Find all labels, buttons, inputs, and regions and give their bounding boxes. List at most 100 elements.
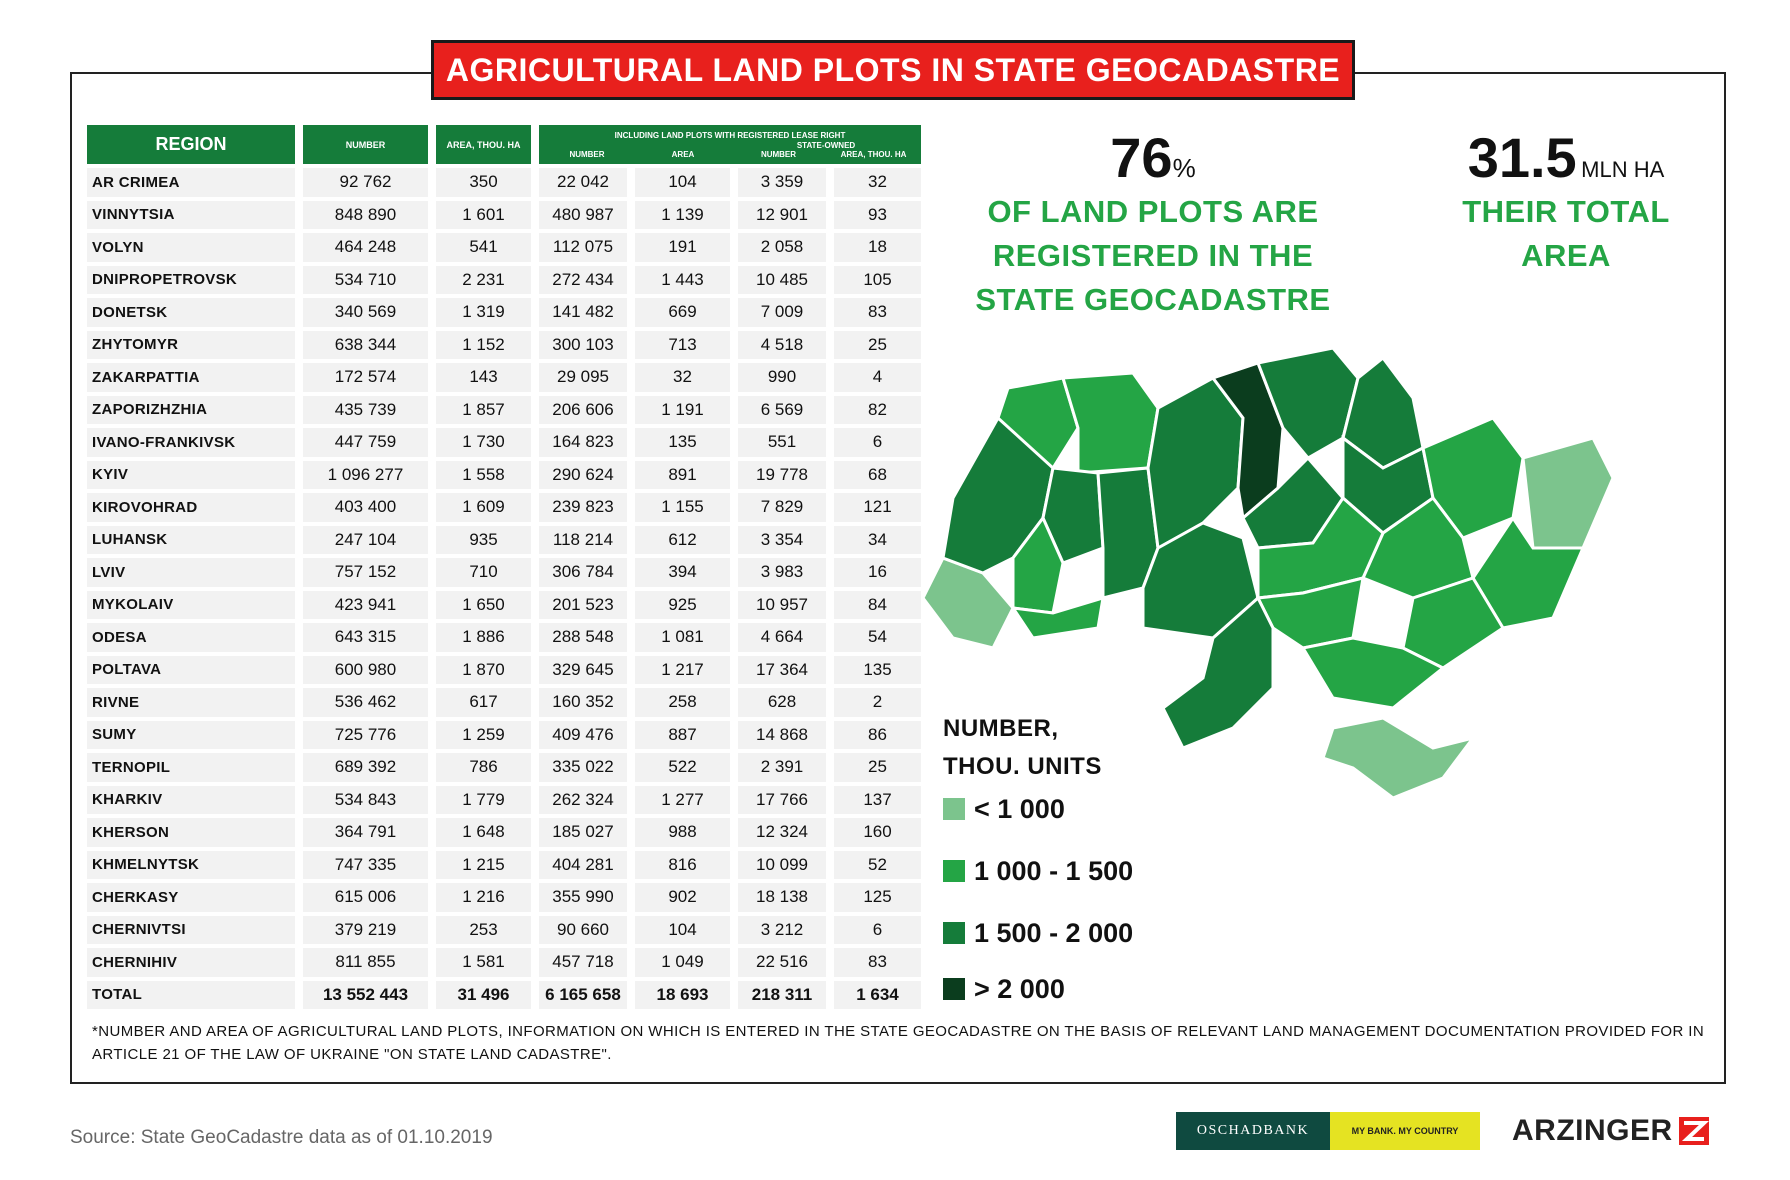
oschadbank-logo: OSCHADBANK (1176, 1112, 1330, 1150)
value-cell: 272 434 (539, 265, 627, 294)
value-cell: 480 987 (539, 200, 627, 229)
value-cell: 1 155 (635, 493, 730, 522)
value-cell: 52 (834, 850, 921, 879)
legend-label: 1 500 - 2 000 (974, 917, 1134, 948)
value-cell: 247 104 (303, 525, 428, 554)
header-including-group: INCLUDING LAND PLOTS WITH REGISTERED LEA… (539, 125, 921, 164)
table-row: RIVNE 536 462 617 160 352 258 628 2 (87, 688, 921, 717)
map-region-luhansk (1521, 436, 1615, 550)
value-cell: 340 569 (303, 298, 428, 327)
value-cell: 1 443 (635, 265, 730, 294)
value-cell: 4 664 (738, 623, 826, 652)
value-cell: 447 759 (303, 428, 428, 457)
value-cell: 1 152 (436, 330, 531, 359)
value-cell: 18 (834, 233, 921, 262)
value-cell: 757 152 (303, 558, 428, 587)
table-row: VINNYTSIA 848 890 1 601 480 987 1 139 12 901 9… (87, 200, 921, 229)
map-region-zakarpattia (921, 556, 1015, 650)
share-text-3: STATE GEOCADASTRE (975, 282, 1331, 317)
map-region-rivne (1061, 371, 1160, 475)
value-cell: 3 983 (738, 558, 826, 587)
value-cell: 902 (635, 883, 730, 912)
value-cell: 541 (436, 233, 531, 262)
legend-swatch (943, 978, 965, 1000)
value-cell: 218 311 (738, 980, 826, 1009)
region-name-cell: SUMY (87, 720, 295, 749)
value-cell: 1 049 (635, 948, 730, 977)
value-cell: 364 791 (303, 818, 428, 847)
oschadbank-slogan: MY BANK. MY COUNTRY (1330, 1112, 1480, 1150)
value-cell: 7 829 (738, 493, 826, 522)
legend-title-2: THOU. UNITS (943, 753, 1102, 780)
value-cell: 6 569 (738, 395, 826, 424)
value-cell: 6 (834, 428, 921, 457)
area-unit: MLN HA (1581, 157, 1665, 182)
value-cell: 2 (834, 688, 921, 717)
title-banner: AGRICULTURAL LAND PLOTS IN STATE GEOCADA… (431, 40, 1355, 100)
value-cell: 300 103 (539, 330, 627, 359)
value-cell: 1 870 (436, 655, 531, 684)
value-cell: 1 634 (834, 980, 921, 1009)
value-cell: 125 (834, 883, 921, 912)
region-name-cell: POLTAVA (87, 655, 295, 684)
value-cell: 105 (834, 265, 921, 294)
value-cell: 112 075 (539, 233, 627, 262)
region-name-cell: VINNYTSIA (87, 200, 295, 229)
value-cell: 329 645 (539, 655, 627, 684)
legend-swatch (943, 922, 965, 944)
share-unit: % (1172, 153, 1196, 183)
table-row: IVANO-FRANKIVSK 447 759 1 730 164 823 135 551… (87, 428, 921, 457)
value-cell: 12 901 (738, 200, 826, 229)
value-cell: 92 762 (303, 168, 428, 197)
value-cell: 628 (738, 688, 826, 717)
header-lease-area: AREA (671, 149, 695, 159)
value-cell: 404 281 (539, 850, 627, 879)
value-cell: 1 191 (635, 395, 730, 424)
region-name-cell: ODESA (87, 623, 295, 652)
value-cell: 350 (436, 168, 531, 197)
arzinger-wordmark: ARZINGER (1512, 1114, 1673, 1147)
table-row: DNIPROPETROVSK 534 710 2 231 272 434 1 443 10… (87, 265, 921, 294)
value-cell: 32 (635, 363, 730, 392)
value-cell: 18 693 (635, 980, 730, 1009)
value-cell: 725 776 (303, 720, 428, 749)
value-cell: 164 823 (539, 428, 627, 457)
value-cell: 1 215 (436, 850, 531, 879)
value-cell: 403 400 (303, 493, 428, 522)
share-stat: 76% OF LAND PLOTS ARE REGISTERED IN THE … (953, 125, 1353, 322)
value-cell: 31 496 (436, 980, 531, 1009)
value-cell: 90 660 (539, 915, 627, 944)
table-row: CHERNIVTSI 379 219 253 90 660 104 3 212 6 (87, 915, 921, 944)
table-row: ZAKARPATTIA 172 574 143 29 095 32 990 4 (87, 363, 921, 392)
table-row: ZAPORIZHZHIA 435 739 1 857 206 606 1 191 6 56… (87, 395, 921, 424)
value-cell: 160 (834, 818, 921, 847)
region-name-cell: KHERSON (87, 818, 295, 847)
value-cell: 689 392 (303, 753, 428, 782)
ukraine-region-map (921, 348, 1615, 800)
value-cell: 160 352 (539, 688, 627, 717)
table-row: SUMY 725 776 1 259 409 476 887 14 868 86 (87, 720, 921, 749)
region-name-cell: KHARKIV (87, 785, 295, 814)
region-name-cell: LUHANSK (87, 525, 295, 554)
value-cell: 83 (834, 948, 921, 977)
value-cell: 990 (738, 363, 826, 392)
value-cell: 25 (834, 753, 921, 782)
value-cell: 13 552 443 (303, 980, 428, 1009)
value-cell: 1 277 (635, 785, 730, 814)
value-cell: 34 (834, 525, 921, 554)
table-row: KHERSON 364 791 1 648 185 027 988 12 324 160 (87, 818, 921, 847)
area-value: 31.5 (1467, 126, 1577, 189)
header-area: AREA, THOU. HA (436, 125, 531, 164)
value-cell: 3 359 (738, 168, 826, 197)
header-so-number: NUMBER (760, 149, 797, 159)
region-name-cell: ZHYTOMYR (87, 330, 295, 359)
table-body: AR CRIMEA 92 762 350 22 042 104 3 359 32 VINNYT… (87, 168, 921, 1009)
value-cell: 18 138 (738, 883, 826, 912)
value-cell: 522 (635, 753, 730, 782)
value-cell: 394 (635, 558, 730, 587)
value-cell: 253 (436, 915, 531, 944)
region-name-cell: CHERNIVTSI (87, 915, 295, 944)
value-cell: 1 779 (436, 785, 531, 814)
value-cell: 713 (635, 330, 730, 359)
value-cell: 669 (635, 298, 730, 327)
